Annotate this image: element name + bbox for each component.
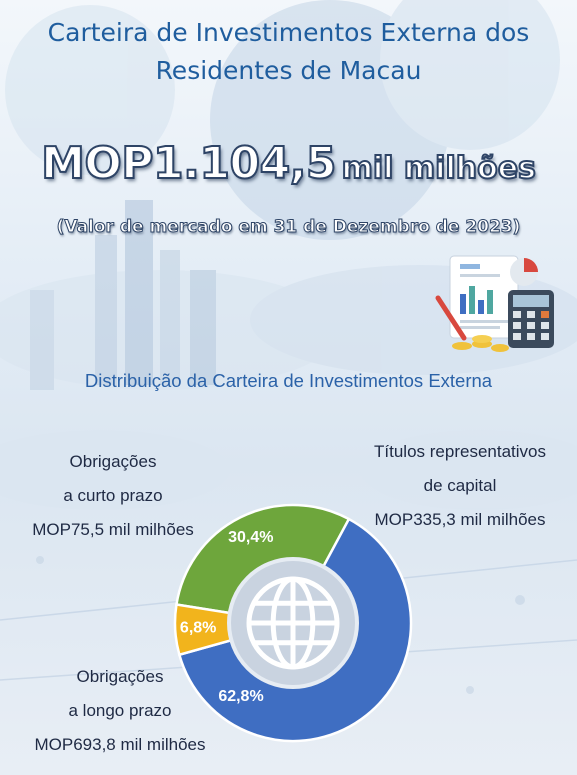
label-equity-percent: 30,4%: [228, 529, 273, 546]
short-term-label-line3: MOP75,5 mil milhões: [32, 520, 194, 539]
headline-unit: mil milhões: [341, 150, 537, 187]
equity-label: Títulos representativos de capital MOP33…: [350, 435, 570, 537]
total-headline: MOP1.104,5 mil milhões: [0, 137, 577, 190]
short-term-label-line1: Obrigações: [69, 452, 157, 471]
long-term-label-line3: MOP693,8 mil milhões: [34, 735, 206, 754]
long-term-label-line2: a longo prazo: [68, 701, 172, 720]
title-line-2: Residentes de Macau: [155, 56, 422, 85]
equity-label-line2: de capital: [423, 476, 497, 495]
headline-amount: MOP1.104,5: [40, 137, 337, 190]
section-title: Distribuição da Carteira de Investimento…: [84, 370, 493, 391]
label-short-term-percent: 6,8%: [180, 620, 216, 637]
globe-icon: [246, 576, 340, 670]
label-long-term-percent: 62,8%: [218, 688, 263, 705]
short-term-bonds-label: Obrigações a curto prazo MOP75,5 mil mil…: [8, 445, 218, 547]
short-term-label-line2: a curto prazo: [63, 486, 163, 505]
long-term-bonds-label: Obrigações a longo prazo MOP693,8 mil mi…: [10, 660, 230, 762]
equity-label-line3: MOP335,3 mil milhões: [374, 510, 546, 529]
long-term-label-line1: Obrigações: [76, 667, 164, 686]
finance-documents-icon: [435, 255, 554, 352]
title-line-1: Carteira de Investimentos Externa dos: [47, 18, 530, 47]
market-value-note: (Valor de mercado em 31 de Dezembro de 2…: [56, 217, 521, 238]
equity-label-line1: Títulos representativos: [374, 442, 546, 461]
page-title: Carteira de Investimentos Externa dos Re…: [0, 14, 577, 90]
